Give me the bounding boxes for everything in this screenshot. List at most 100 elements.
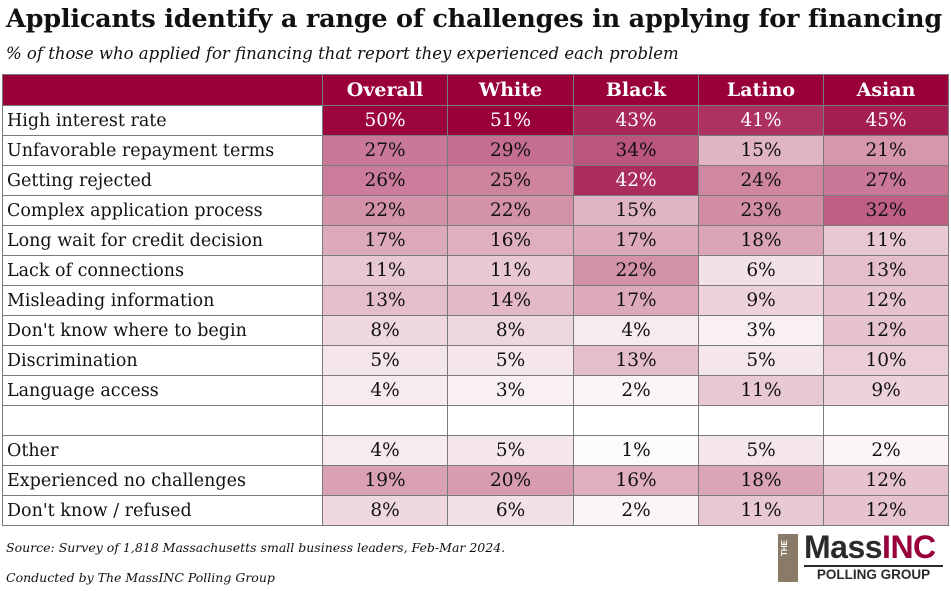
value-cell: 24%: [698, 165, 824, 196]
value-cell: 6%: [698, 255, 824, 286]
value-cell: 2%: [573, 375, 699, 406]
value-cell: 9%: [698, 285, 824, 316]
value-cell: [698, 405, 824, 436]
row-label: Long wait for credit decision: [2, 225, 323, 256]
value-cell: 10%: [823, 345, 949, 376]
value-cell: 20%: [447, 465, 574, 496]
value-cell: 11%: [823, 225, 949, 256]
value-cell: 5%: [447, 435, 574, 466]
row-label: Experienced no challenges: [2, 465, 323, 496]
spacer-row: [2, 405, 949, 436]
row-label: Getting rejected: [2, 165, 323, 196]
row-label: Don't know / refused: [2, 495, 323, 526]
value-cell: 42%: [573, 165, 699, 196]
table-row: Don't know / refused 8% 6% 2% 11% 12%: [2, 495, 949, 526]
value-cell: 8%: [447, 315, 574, 346]
row-label: Unfavorable repayment terms: [2, 135, 323, 166]
value-cell: 8%: [322, 315, 448, 346]
value-cell: 12%: [823, 285, 949, 316]
value-cell: 8%: [322, 495, 448, 526]
logo-mass: Mass: [804, 529, 883, 565]
row-label: Language access: [2, 375, 323, 406]
column-header-black: Black: [573, 74, 699, 106]
value-cell: 3%: [698, 315, 824, 346]
value-cell: 5%: [322, 345, 448, 376]
value-cell: 11%: [698, 495, 824, 526]
value-cell: 51%: [447, 105, 574, 136]
table-body: High interest rate 50% 51% 43% 41% 45% Unfavor…: [2, 105, 949, 526]
value-cell: 25%: [447, 165, 574, 196]
value-cell: 5%: [447, 345, 574, 376]
value-cell: 11%: [698, 375, 824, 406]
value-cell: 16%: [447, 225, 574, 256]
value-cell: 12%: [823, 465, 949, 496]
value-cell: 21%: [823, 135, 949, 166]
value-cell: 29%: [447, 135, 574, 166]
value-cell: 9%: [823, 375, 949, 406]
value-cell: 4%: [322, 435, 448, 466]
chart-title: Applicants identify a range of challenge…: [6, 4, 942, 34]
table-row: Long wait for credit decision 17% 16% 17% 18…: [2, 225, 949, 256]
value-cell: 11%: [322, 255, 448, 286]
value-cell: 27%: [823, 165, 949, 196]
value-cell: 2%: [823, 435, 949, 466]
value-cell: 41%: [698, 105, 824, 136]
value-cell: 11%: [447, 255, 574, 286]
value-cell: 17%: [573, 285, 699, 316]
row-label: High interest rate: [2, 105, 323, 136]
header-corner: [2, 74, 323, 106]
table-row: Experienced no challenges 19% 20% 16% 18% 12%: [2, 465, 949, 496]
table-row: Discrimination 5% 5% 13% 5% 10%: [2, 345, 949, 376]
logo-the-text: THE: [780, 540, 789, 556]
value-cell: 13%: [322, 285, 448, 316]
row-label: Discrimination: [2, 345, 323, 376]
value-cell: 26%: [322, 165, 448, 196]
value-cell: 34%: [573, 135, 699, 166]
row-label: Misleading information: [2, 285, 323, 316]
value-cell: [573, 405, 699, 436]
heatmap-table: Overall White Black Latino Asian High intere…: [2, 74, 949, 526]
value-cell: 15%: [698, 135, 824, 166]
logo-inc: INC: [882, 529, 936, 565]
table-row: Don't know where to begin 8% 8% 4% 3% 12%: [2, 315, 949, 346]
table-row: Complex application process 22% 22% 15% 23% 3…: [2, 195, 949, 226]
value-cell: 12%: [823, 495, 949, 526]
row-label: Complex application process: [2, 195, 323, 226]
value-cell: 6%: [447, 495, 574, 526]
massinc-logo: THE MassINC POLLING GROUP: [776, 529, 946, 584]
value-cell: [322, 405, 448, 436]
table-row: Unfavorable repayment terms 27% 29% 34% 15% 2…: [2, 135, 949, 166]
row-label: [2, 405, 323, 436]
table-row: Language access 4% 3% 2% 11% 9%: [2, 375, 949, 406]
value-cell: 13%: [573, 345, 699, 376]
logo-bar: [778, 534, 798, 582]
column-header-asian: Asian: [823, 74, 949, 106]
table-row: High interest rate 50% 51% 43% 41% 45%: [2, 105, 949, 136]
value-cell: 17%: [573, 225, 699, 256]
value-cell: 4%: [322, 375, 448, 406]
value-cell: 16%: [573, 465, 699, 496]
value-cell: 17%: [322, 225, 448, 256]
value-cell: 22%: [322, 195, 448, 226]
logo-subtitle: POLLING GROUP: [804, 565, 943, 583]
row-label: Lack of connections: [2, 255, 323, 286]
value-cell: [447, 405, 574, 436]
column-header-white: White: [447, 74, 574, 106]
value-cell: 45%: [823, 105, 949, 136]
credit-note: Conducted by The MassINC Polling Group: [6, 570, 275, 585]
value-cell: 32%: [823, 195, 949, 226]
value-cell: 23%: [698, 195, 824, 226]
value-cell: 13%: [823, 255, 949, 286]
table-row: Lack of connections 11% 11% 22% 6% 13%: [2, 255, 949, 286]
column-header-latino: Latino: [698, 74, 824, 106]
value-cell: 43%: [573, 105, 699, 136]
value-cell: 18%: [698, 465, 824, 496]
value-cell: 50%: [322, 105, 448, 136]
logo-wordmark: MassINC: [804, 529, 936, 566]
row-label: Other: [2, 435, 323, 466]
value-cell: 2%: [573, 495, 699, 526]
value-cell: 3%: [447, 375, 574, 406]
table-row: Getting rejected 26% 25% 42% 24% 27%: [2, 165, 949, 196]
table-row: Other 4% 5% 1% 5% 2%: [2, 435, 949, 466]
table-row: Misleading information 13% 14% 17% 9% 12%: [2, 285, 949, 316]
